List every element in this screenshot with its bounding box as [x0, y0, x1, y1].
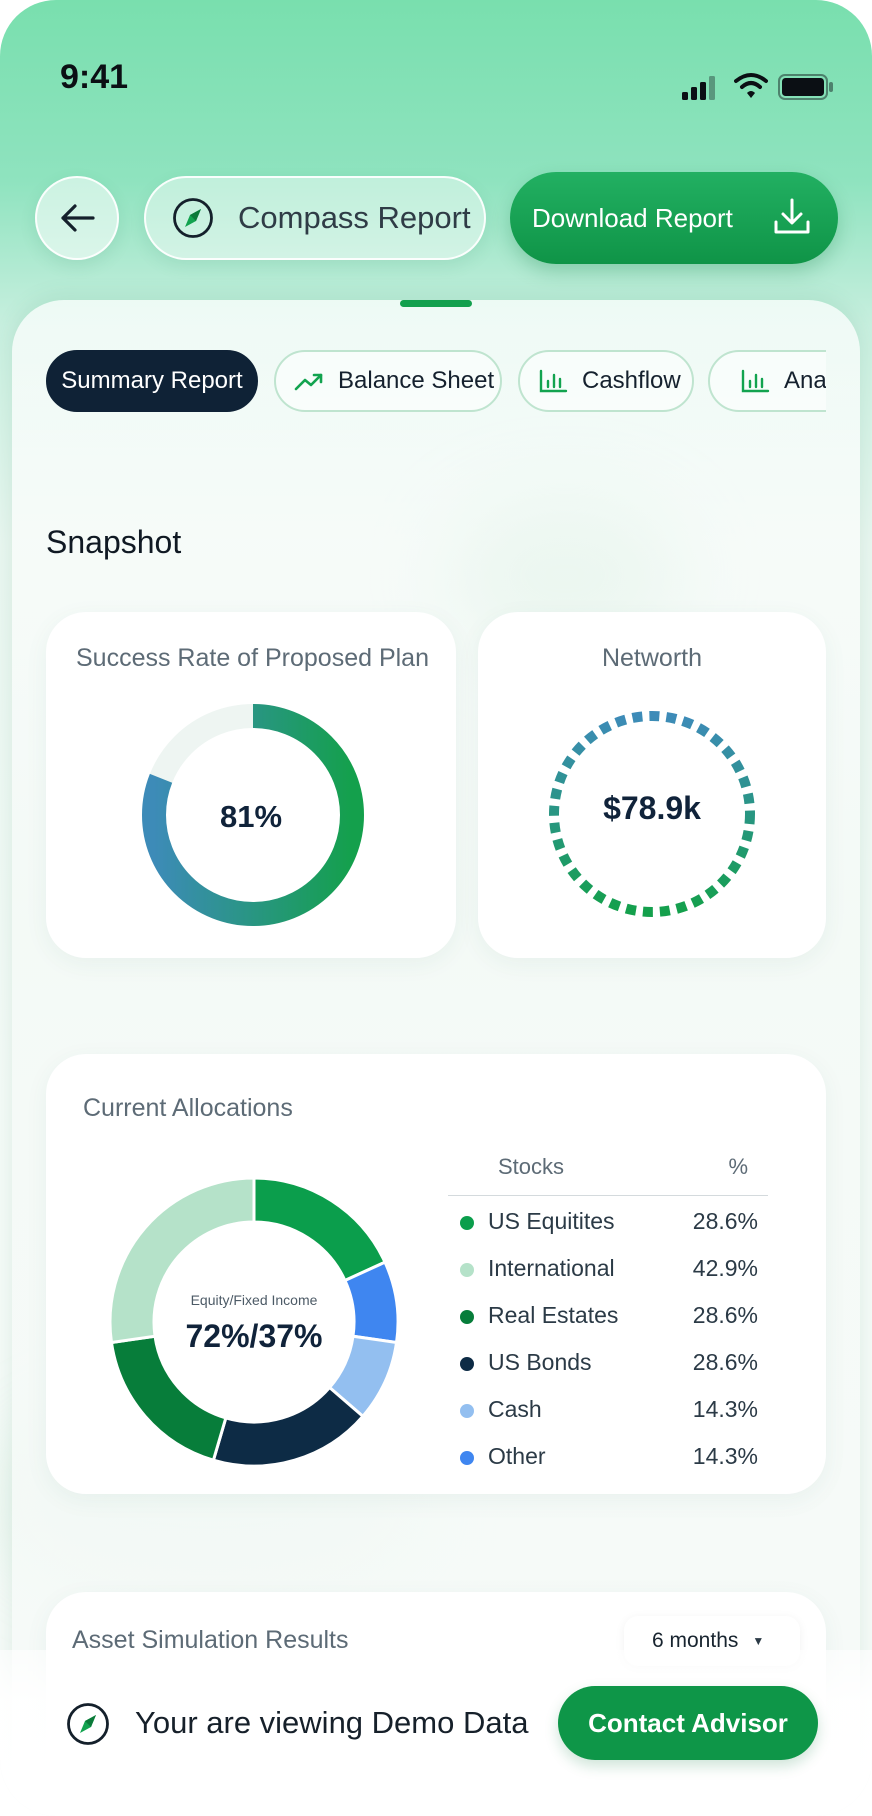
table-row: US Bonds 28.6% — [448, 1337, 768, 1384]
table-row: US Equitites 28.6% — [448, 1196, 768, 1243]
table-row: Cash 14.3% — [448, 1384, 768, 1431]
allocation-name: Cash — [488, 1396, 542, 1422]
battery-icon — [778, 74, 833, 100]
networth-title: Networth — [601, 644, 703, 672]
legend-dot — [460, 1216, 474, 1230]
wifi-icon — [734, 73, 768, 98]
allocation-table-header: Stocks % — [448, 1154, 768, 1196]
legend-dot — [460, 1310, 474, 1324]
report-title-pill[interactable]: Compass Report — [144, 176, 486, 260]
allocation-percent: 28.6% — [692, 1302, 758, 1328]
legend-dot — [460, 1263, 474, 1277]
legend-dot — [460, 1451, 474, 1465]
page-title: Compass Report — [238, 200, 471, 235]
success-rate-card[interactable]: Success Rate of Proposed Plan 81% — [46, 612, 456, 958]
allocation-name: Real Estates — [488, 1302, 619, 1328]
tab-balance-sheet[interactable]: Balance Sheet — [274, 350, 502, 412]
tab-cashflow[interactable]: Cashflow — [518, 350, 694, 412]
tab-label: Summary Report — [61, 367, 243, 394]
legend-dot — [460, 1357, 474, 1371]
allocation-percent: 28.6% — [692, 1349, 758, 1375]
allocation-name: International — [488, 1255, 615, 1281]
snapshot-heading: Snapshot — [46, 524, 182, 560]
stocks-column-header: Stocks — [498, 1154, 565, 1179]
networth-ring — [549, 711, 755, 917]
allocation-donut-chart[interactable] — [108, 1176, 400, 1468]
current-allocations-card: Current Allocations Equity/Fixed Income … — [46, 1054, 826, 1494]
download-report-label: Download Report — [532, 202, 733, 233]
bar-chart-icon — [539, 369, 568, 393]
allocation-center-value: 72%/37% — [185, 1318, 323, 1354]
compass-icon — [173, 198, 213, 238]
asset-simulation-title: Asset Simulation Results — [72, 1626, 349, 1654]
contact-advisor-button[interactable]: Contact Advisor — [558, 1686, 818, 1760]
sheet-drag-handle[interactable] — [400, 300, 472, 307]
allocation-percent: 42.9% — [692, 1255, 758, 1281]
tab-summary-report[interactable]: Summary Report — [46, 350, 258, 412]
allocation-name: US Equitites — [488, 1208, 615, 1234]
percent-column-header: % — [728, 1154, 748, 1179]
download-report-button[interactable]: Download Report — [510, 172, 838, 264]
success-rate-value: 81% — [219, 799, 283, 834]
donut-slice-us-bonds[interactable] — [211, 1385, 365, 1468]
allocation-name: Other — [488, 1443, 546, 1469]
allocation-name: US Bonds — [488, 1349, 592, 1375]
allocations-title: Current Allocations — [83, 1094, 293, 1122]
demo-data-notice: Your are viewing Demo Data — [135, 1705, 529, 1740]
arrow-left-icon — [61, 204, 95, 232]
cellular-signal-icon — [682, 76, 715, 100]
tab-analysis[interactable]: Analysis — [708, 350, 826, 412]
period-value: 6 months — [652, 1629, 739, 1652]
tab-label: Balance Sheet — [338, 367, 495, 394]
allocation-caption: Equity/Fixed Income — [190, 1292, 318, 1308]
success-rate-arc — [142, 704, 364, 926]
success-rate-ring — [142, 704, 364, 926]
networth-card[interactable]: Networth $78.9k — [478, 612, 826, 958]
allocation-percent: 28.6% — [692, 1208, 758, 1234]
tab-label: Analysis — [784, 367, 826, 394]
table-row: International 42.9% — [448, 1243, 768, 1290]
donut-slice-international[interactable] — [108, 1176, 256, 1345]
allocation-percent: 14.3% — [692, 1443, 758, 1469]
donut-slice-us-equitites[interactable] — [252, 1176, 387, 1283]
table-row: Real Estates 28.6% — [448, 1290, 768, 1337]
status-time: 9:41 — [60, 58, 129, 96]
allocation-percent: 14.3% — [692, 1396, 758, 1422]
success-rate-title: Success Rate of Proposed Plan — [76, 644, 429, 672]
back-button[interactable] — [35, 176, 119, 260]
download-icon — [774, 198, 810, 234]
caret-down-icon: ▼ — [752, 1634, 765, 1648]
allocation-table: Stocks % US Equitites 28.6% Internationa… — [448, 1154, 768, 1478]
legend-dot — [460, 1404, 474, 1418]
bar-chart-icon — [741, 369, 770, 393]
report-tabs: Summary Report Balance Sheet Cashflow An… — [46, 350, 826, 414]
table-row: Other 14.3% — [448, 1431, 768, 1478]
tab-label: Cashflow — [582, 367, 681, 394]
trend-up-icon — [294, 373, 323, 391]
compass-icon — [67, 1703, 109, 1745]
networth-value: $78.9k — [603, 790, 701, 826]
